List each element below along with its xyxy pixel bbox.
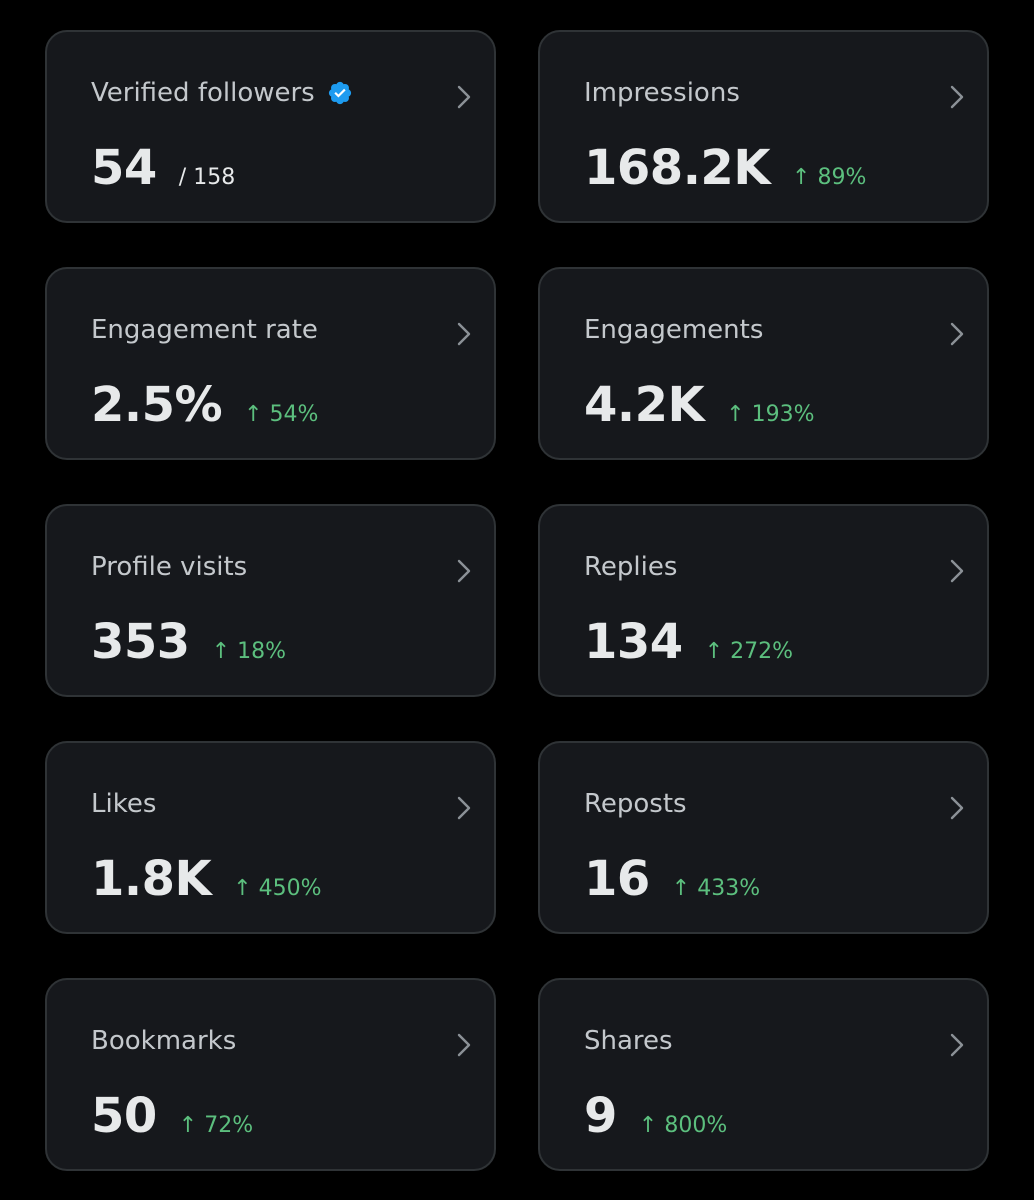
verified-badge-icon: [328, 81, 351, 105]
chevron-right-icon: [457, 85, 471, 109]
card-title: Impressions: [584, 78, 740, 108]
card-title: Replies: [584, 552, 678, 582]
chevron-right-icon: [457, 1033, 471, 1057]
card-value: 1.8K: [91, 851, 212, 907]
change-percent: ↑ 72%: [178, 1113, 254, 1138]
chevron-right-icon: [457, 322, 471, 346]
card-value: 168.2K: [584, 140, 771, 196]
card-title-wrap: Profile visits: [91, 552, 247, 582]
value-row: 16 ↑ 433%: [584, 851, 760, 907]
card-total: / 158: [178, 165, 236, 190]
card-title-wrap: Verified followers: [91, 78, 353, 108]
card-title-wrap: Shares: [584, 1026, 673, 1056]
card-value: 50: [91, 1088, 157, 1144]
card-verified-followers[interactable]: Verified followers 54 / 158: [45, 30, 496, 223]
card-title-wrap: Engagement rate: [91, 315, 318, 345]
card-title-wrap: Likes: [91, 789, 156, 819]
analytics-grid: Verified followers 54 / 158 Impressions …: [45, 30, 989, 1171]
card-title: Shares: [584, 1026, 673, 1056]
card-title: Verified followers: [91, 78, 315, 108]
card-value: 4.2K: [584, 377, 705, 433]
card-value: 54: [91, 140, 157, 196]
card-title: Engagements: [584, 315, 764, 345]
value-row: 168.2K ↑ 89%: [584, 140, 866, 196]
card-value: 134: [584, 614, 683, 670]
card-replies[interactable]: Replies 134 ↑ 272%: [538, 504, 989, 697]
value-row: 134 ↑ 272%: [584, 614, 793, 670]
change-percent: ↑ 450%: [233, 876, 322, 901]
card-profile-visits[interactable]: Profile visits 353 ↑ 18%: [45, 504, 496, 697]
value-row: 1.8K ↑ 450%: [91, 851, 322, 907]
card-title: Reposts: [584, 789, 687, 819]
card-value: 2.5%: [91, 377, 223, 433]
value-row: 54 / 158: [91, 140, 235, 196]
card-impressions[interactable]: Impressions 168.2K ↑ 89%: [538, 30, 989, 223]
card-value: 9: [584, 1088, 617, 1144]
value-row: 4.2K ↑ 193%: [584, 377, 815, 433]
card-bookmarks[interactable]: Bookmarks 50 ↑ 72%: [45, 978, 496, 1171]
change-percent: ↑ 272%: [704, 639, 794, 664]
change-percent: ↑ 54%: [244, 402, 319, 427]
chevron-right-icon: [457, 559, 471, 583]
value-row: 353 ↑ 18%: [91, 614, 286, 670]
value-row: 2.5% ↑ 54%: [91, 377, 318, 433]
change-percent: ↑ 193%: [726, 402, 815, 427]
chevron-right-icon: [457, 796, 471, 820]
value-row: 9 ↑ 800%: [584, 1088, 727, 1144]
card-shares[interactable]: Shares 9 ↑ 800%: [538, 978, 989, 1171]
card-value: 353: [91, 614, 190, 670]
card-title-wrap: Reposts: [584, 789, 687, 819]
change-percent: ↑ 800%: [638, 1113, 728, 1138]
chevron-right-icon: [950, 796, 964, 820]
chevron-right-icon: [950, 85, 964, 109]
card-engagements[interactable]: Engagements 4.2K ↑ 193%: [538, 267, 989, 460]
card-title-wrap: Bookmarks: [91, 1026, 236, 1056]
chevron-right-icon: [950, 1033, 964, 1057]
chevron-right-icon: [950, 322, 964, 346]
card-title: Engagement rate: [91, 315, 318, 345]
change-percent: ↑ 18%: [211, 639, 287, 664]
card-title: Profile visits: [91, 552, 248, 582]
card-title: Bookmarks: [91, 1026, 237, 1056]
card-value: 16: [584, 851, 650, 907]
change-percent: ↑ 433%: [671, 876, 761, 901]
card-title-wrap: Impressions: [584, 78, 740, 108]
card-title: Likes: [91, 789, 157, 819]
card-engagement-rate[interactable]: Engagement rate 2.5% ↑ 54%: [45, 267, 496, 460]
chevron-right-icon: [950, 559, 964, 583]
card-likes[interactable]: Likes 1.8K ↑ 450%: [45, 741, 496, 934]
change-percent: ↑ 89%: [792, 165, 867, 190]
card-title-wrap: Engagements: [584, 315, 763, 345]
card-reposts[interactable]: Reposts 16 ↑ 433%: [538, 741, 989, 934]
card-title-wrap: Replies: [584, 552, 677, 582]
value-row: 50 ↑ 72%: [91, 1088, 253, 1144]
